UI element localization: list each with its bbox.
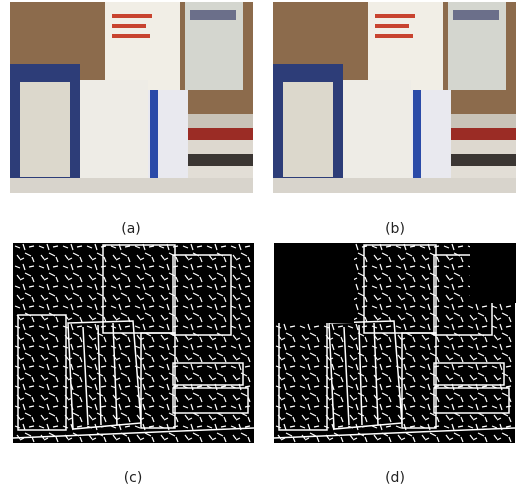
edge-map-d: [274, 243, 516, 443]
caption: (d): [385, 470, 405, 486]
caption: (a): [121, 221, 141, 237]
photo-a: [10, 2, 253, 193]
figure: (a) (b) (c) (d): [0, 0, 521, 488]
edge-map-c: [13, 243, 254, 443]
photo-b: [273, 2, 516, 193]
caption: (b): [385, 221, 405, 237]
caption: (c): [124, 470, 143, 486]
page: (a) (b) (c) (d) (() => { const data = JS…: [0, 0, 521, 488]
